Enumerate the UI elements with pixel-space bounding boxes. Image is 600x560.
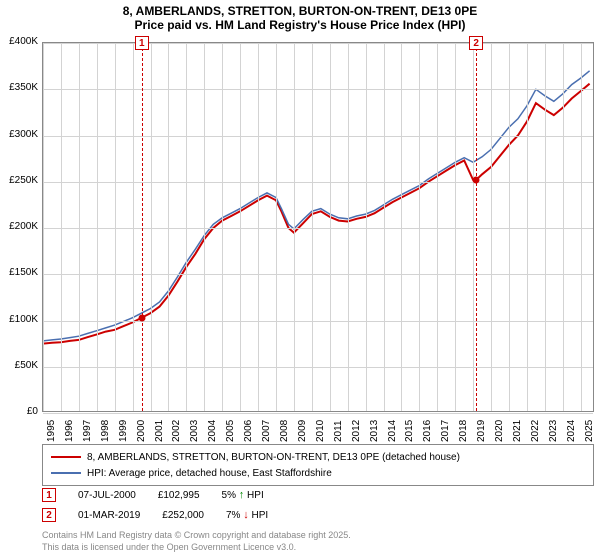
x-axis-label: 2003	[189, 420, 200, 442]
sale-badge-1: 1	[42, 488, 56, 502]
x-axis-label: 2006	[243, 420, 254, 442]
x-axis-label: 2009	[297, 420, 308, 442]
series-line	[43, 84, 590, 344]
x-axis-label: 2008	[279, 420, 290, 442]
x-axis-label: 2005	[225, 420, 236, 442]
sale-date-1: 07-JUL-2000	[78, 490, 136, 501]
x-axis-label: 2002	[171, 420, 182, 442]
x-axis-label: 1995	[46, 420, 57, 442]
x-axis-label: 1998	[100, 420, 111, 442]
legend-swatch	[51, 472, 81, 474]
sale-price-2: £252,000	[162, 510, 204, 521]
x-axis-label: 1999	[118, 420, 129, 442]
x-axis-label: 2023	[548, 420, 559, 442]
sale-date-2: 01-MAR-2019	[78, 510, 140, 521]
y-axis-label: £0	[2, 406, 38, 417]
x-axis-label: 2020	[494, 420, 505, 442]
arrow-up-icon: ↑	[239, 489, 245, 501]
x-axis-label: 2000	[136, 420, 147, 442]
legend-swatch	[51, 456, 81, 458]
x-axis-label: 2013	[369, 420, 380, 442]
marker-label: 1	[135, 36, 149, 50]
x-axis-label: 2024	[566, 420, 577, 442]
y-axis-label: £50K	[2, 360, 38, 371]
y-axis-label: £200K	[2, 221, 38, 232]
footnote-line-2: This data is licensed under the Open Gov…	[42, 542, 351, 554]
legend-row: HPI: Average price, detached house, East…	[51, 465, 585, 481]
x-axis-label: 2015	[404, 420, 415, 442]
legend: 8, AMBERLANDS, STRETTON, BURTON-ON-TRENT…	[42, 444, 594, 486]
arrow-down-icon: ↓	[243, 509, 249, 521]
sale-delta-2: 7% ↓ HPI	[226, 509, 268, 521]
x-axis-label: 2014	[387, 420, 398, 442]
x-axis-label: 2019	[476, 420, 487, 442]
marker-dot	[138, 314, 145, 321]
x-axis-label: 2011	[333, 420, 344, 442]
y-axis-label: £400K	[2, 36, 38, 47]
x-axis-label: 2018	[458, 420, 469, 442]
x-axis-label: 2021	[512, 420, 523, 442]
plot-area: 12	[42, 42, 594, 412]
x-axis-label: 2007	[261, 420, 272, 442]
sale-price-1: £102,995	[158, 490, 200, 501]
y-axis-label: £150K	[2, 267, 38, 278]
series-line	[43, 71, 590, 341]
y-axis-label: £350K	[2, 82, 38, 93]
marker-label: 2	[469, 36, 483, 50]
x-axis-label: 2012	[351, 420, 362, 442]
x-axis-label: 2022	[530, 420, 541, 442]
x-axis-label: 2010	[315, 420, 326, 442]
x-axis-label: 1997	[82, 420, 93, 442]
x-axis-label: 2017	[440, 420, 451, 442]
x-axis-label: 1996	[64, 420, 75, 442]
x-axis-label: 2016	[422, 420, 433, 442]
title-line-2: Price paid vs. HM Land Registry's House …	[0, 18, 600, 32]
chart-title: 8, AMBERLANDS, STRETTON, BURTON-ON-TRENT…	[0, 0, 600, 32]
sale-delta-1: 5% ↑ HPI	[222, 489, 264, 501]
footnote-line-1: Contains HM Land Registry data © Crown c…	[42, 530, 351, 542]
legend-label: 8, AMBERLANDS, STRETTON, BURTON-ON-TRENT…	[87, 452, 460, 463]
x-axis-label: 2004	[207, 420, 218, 442]
y-axis-label: £100K	[2, 314, 38, 325]
footnote: Contains HM Land Registry data © Crown c…	[42, 530, 351, 553]
chart-container: 8, AMBERLANDS, STRETTON, BURTON-ON-TRENT…	[0, 0, 600, 560]
y-axis-label: £300K	[2, 129, 38, 140]
marker-dot	[473, 176, 480, 183]
x-axis-label: 2001	[154, 420, 165, 442]
x-axis-label: 2025	[584, 420, 595, 442]
title-line-1: 8, AMBERLANDS, STRETTON, BURTON-ON-TRENT…	[0, 4, 600, 18]
sale-row-2: 2 01-MAR-2019 £252,000 7% ↓ HPI	[42, 508, 268, 522]
y-axis-label: £250K	[2, 175, 38, 186]
sale-row-1: 1 07-JUL-2000 £102,995 5% ↑ HPI	[42, 488, 264, 502]
sale-badge-2: 2	[42, 508, 56, 522]
legend-label: HPI: Average price, detached house, East…	[87, 468, 332, 479]
legend-row: 8, AMBERLANDS, STRETTON, BURTON-ON-TRENT…	[51, 449, 585, 465]
